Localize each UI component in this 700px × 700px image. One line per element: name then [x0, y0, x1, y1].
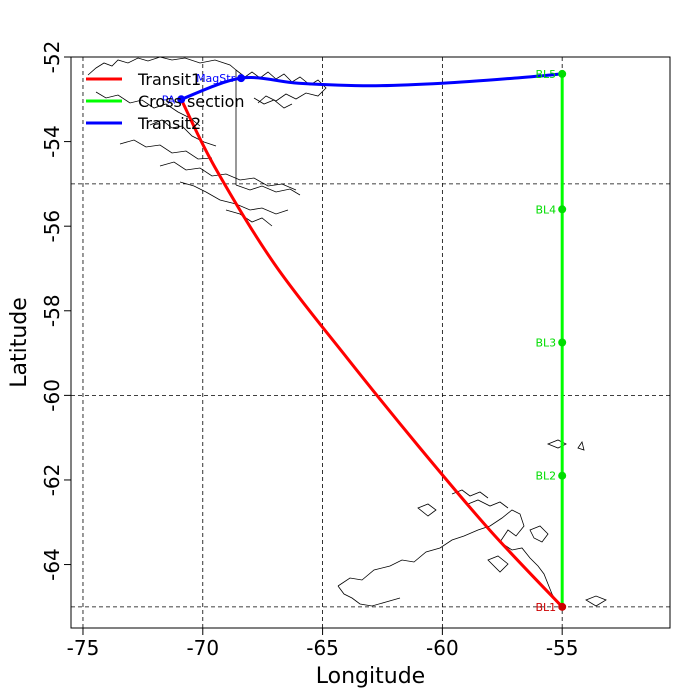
point-label: BL4	[535, 203, 556, 216]
point-label: BL2	[535, 470, 556, 483]
station-points: BL1 BL2 BL3 BL4 BL5 MagStr PA	[162, 68, 567, 614]
coastline-map	[87, 56, 607, 607]
series-lines	[179, 72, 564, 608]
plot-frame	[70, 56, 671, 629]
point-label: BL1	[535, 601, 556, 614]
point-marker	[177, 95, 186, 104]
x-tick-label: -60	[426, 636, 459, 660]
x-tick-label: -70	[186, 636, 219, 660]
x-axis: -75 -70 -65 -60 -55	[67, 628, 579, 660]
y-tick-label: -52	[40, 41, 64, 74]
x-axis-title: Longitude	[316, 664, 425, 689]
grid-lines	[71, 57, 670, 628]
point-marker	[558, 471, 567, 480]
point-marker	[237, 74, 246, 83]
legend-label: Cross section	[138, 92, 245, 111]
point-label: BL5	[535, 68, 556, 81]
x-tick-label: -65	[306, 636, 339, 660]
point-marker	[558, 205, 567, 214]
point-marker	[558, 69, 567, 78]
series-line-transit1	[179, 98, 564, 608]
y-tick-label: -56	[40, 210, 64, 243]
y-tick-label: -58	[40, 294, 64, 327]
point-label: MagStr	[196, 72, 236, 85]
y-tick-label: -54	[40, 125, 64, 158]
legend: Transit1 Cross section Transit2	[86, 70, 245, 133]
y-tick-label: -60	[40, 379, 64, 412]
point-marker	[558, 602, 567, 611]
y-tick-label: -64	[40, 548, 64, 581]
y-axis: -52 -54 -56 -58 -60 -62 -64	[40, 41, 71, 581]
point-label: BL3	[535, 337, 556, 350]
x-tick-label: -55	[546, 636, 579, 660]
y-tick-label: -62	[40, 464, 64, 497]
legend-label: Transit2	[137, 114, 201, 133]
point-label: PA	[162, 93, 176, 106]
legend-label: Transit1	[137, 70, 201, 89]
x-tick-label: -75	[67, 636, 100, 660]
y-axis-title: Latitude	[7, 297, 32, 388]
point-marker	[558, 338, 567, 347]
